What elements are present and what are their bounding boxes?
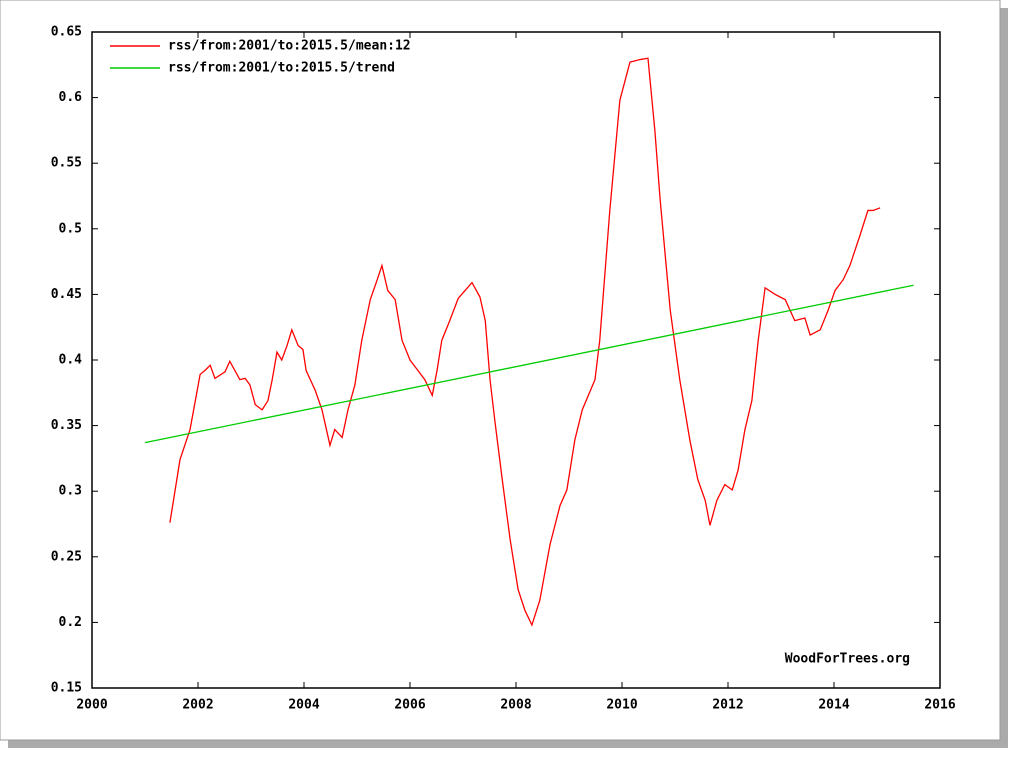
y-tick-label: 0.5 <box>59 221 82 236</box>
x-tick-label: 2006 <box>394 698 425 713</box>
y-tick-label: 0.2 <box>59 615 82 630</box>
y-tick-label: 0.45 <box>51 287 82 302</box>
y-tick-label: 0.6 <box>59 90 83 105</box>
y-tick-label: 0.15 <box>51 681 82 696</box>
x-tick-label: 2016 <box>924 698 955 713</box>
y-tick-label: 0.25 <box>51 549 82 564</box>
series-line <box>144 284 914 444</box>
watermark: WoodForTrees.org <box>785 652 910 667</box>
x-tick-label: 2008 <box>500 698 531 713</box>
legend-label: rss/from:2001/to:2015.5/trend <box>168 61 395 76</box>
x-tick-label: 2000 <box>76 698 107 713</box>
x-tick-label: 2014 <box>818 698 849 713</box>
x-tick-label: 2012 <box>712 698 743 713</box>
x-tick-label: 2004 <box>288 698 319 713</box>
legend-label: rss/from:2001/to:2015.5/mean:12 <box>168 39 411 54</box>
x-tick-label: 2002 <box>182 698 213 713</box>
y-tick-label: 0.35 <box>51 418 82 433</box>
x-tick-label: 2010 <box>606 698 637 713</box>
y-tick-label: 0.4 <box>59 353 83 368</box>
y-tick-label: 0.65 <box>51 25 82 40</box>
y-tick-label: 0.3 <box>59 484 82 499</box>
series-line <box>169 57 881 627</box>
y-tick-label: 0.55 <box>51 156 82 171</box>
